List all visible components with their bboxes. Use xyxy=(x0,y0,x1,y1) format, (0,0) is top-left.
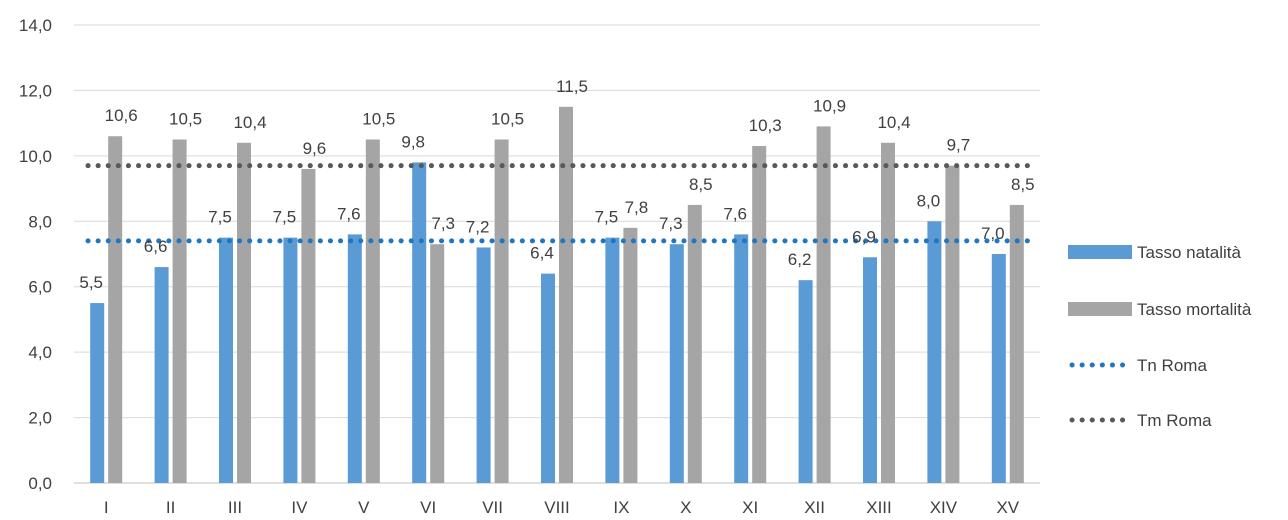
x-tick-label: XIII xyxy=(866,498,892,517)
bar-mortalita xyxy=(945,165,960,483)
data-label: 6,6 xyxy=(144,237,168,256)
data-labels: 5,5 10,6 6,6 10,5 7,5 10,4 7,5 9,6 7,6 10,5 9,8 7,3… xyxy=(79,77,1034,292)
x-tick-label: XIV xyxy=(930,498,958,517)
gridlines xyxy=(74,24,1040,484)
bar-natalita xyxy=(476,247,491,483)
bars xyxy=(90,106,1024,484)
x-tick-label: V xyxy=(358,498,370,517)
y-tick-label: 0,0 xyxy=(28,474,52,493)
bar-mortalita xyxy=(1009,204,1024,483)
data-label: 7,3 xyxy=(431,214,455,233)
legend-swatch xyxy=(1068,245,1132,259)
bar-mortalita xyxy=(237,142,251,483)
x-tick-label: VII xyxy=(482,498,503,517)
bar-natalita xyxy=(991,254,1006,483)
data-label: 8,0 xyxy=(917,191,941,210)
data-label: 10,6 xyxy=(105,106,138,125)
data-label: 7,6 xyxy=(337,204,361,223)
data-label: 7,3 xyxy=(659,214,683,233)
data-label: 8,5 xyxy=(689,175,713,194)
data-label: 8,5 xyxy=(1011,175,1035,194)
bar-mortalita xyxy=(687,204,702,483)
data-label: 10,5 xyxy=(169,110,202,129)
x-tick-label: XII xyxy=(804,498,825,517)
bar-natalita xyxy=(669,244,684,483)
data-label: 6,4 xyxy=(530,244,554,263)
bar-natalita xyxy=(798,280,813,483)
bar-mortalita xyxy=(881,142,895,483)
bar-natalita xyxy=(605,237,620,483)
data-label: 9,6 xyxy=(303,139,327,158)
bar-natalita xyxy=(219,237,233,483)
x-tick-label: XV xyxy=(996,498,1019,517)
data-label: 7,8 xyxy=(625,198,649,217)
data-label: 9,8 xyxy=(401,132,425,151)
data-label: 10,4 xyxy=(233,113,266,132)
data-label: 10,4 xyxy=(877,113,910,132)
bar-mortalita xyxy=(752,146,767,484)
bar-natalita xyxy=(154,267,169,483)
data-label: 6,9 xyxy=(852,227,876,246)
y-tick-label: 6,0 xyxy=(28,278,52,297)
data-label: 10,5 xyxy=(491,110,524,129)
bar-mortalita xyxy=(301,168,316,483)
y-tick-label: 2,0 xyxy=(28,409,52,428)
bar-natalita xyxy=(927,221,942,484)
bar-mortalita xyxy=(108,136,123,483)
bar-natalita xyxy=(863,257,877,483)
reference-lines xyxy=(85,163,1037,244)
data-label: 11,5 xyxy=(556,77,588,96)
bar-natalita xyxy=(283,237,298,483)
bar-mortalita xyxy=(430,244,445,483)
data-label: 10,3 xyxy=(749,116,782,135)
bar-natalita xyxy=(90,303,105,483)
legend-label: Tm Roma xyxy=(1137,411,1212,430)
bar-natalita xyxy=(541,273,555,483)
data-label: 10,5 xyxy=(362,110,395,129)
data-label: 7,0 xyxy=(981,224,1005,243)
y-tick-label: 12,0 xyxy=(19,81,52,100)
data-label: 7,5 xyxy=(208,208,232,227)
data-label: 5,5 xyxy=(79,273,103,292)
data-label: 7,5 xyxy=(595,208,619,227)
y-tick-label: 4,0 xyxy=(28,343,52,362)
data-label: 9,7 xyxy=(947,136,971,155)
bar-mortalita xyxy=(172,139,187,483)
x-tick-label: II xyxy=(166,498,175,517)
x-tick-label: III xyxy=(228,498,242,517)
data-label: 7,5 xyxy=(273,208,297,227)
y-tick-label: 14,0 xyxy=(19,16,52,35)
bar-mortalita xyxy=(816,126,831,484)
bar-natalita xyxy=(347,234,362,483)
bar-mortalita xyxy=(365,139,380,483)
legend-label: Tasso natalità xyxy=(1137,243,1241,262)
x-axis: I II III IV V VI VII VIII IX X XI XII XIII XIV XV xyxy=(104,498,1020,517)
bar-mortalita xyxy=(559,106,573,484)
x-tick-label: IV xyxy=(291,498,308,517)
x-tick-label: X xyxy=(680,498,691,517)
bar-mortalita xyxy=(623,227,638,483)
data-label: 10,9 xyxy=(813,96,846,115)
x-tick-label: I xyxy=(104,498,109,517)
y-tick-label: 10,0 xyxy=(19,147,52,166)
bar-mortalita xyxy=(494,139,509,483)
data-label: 7,6 xyxy=(723,204,747,223)
x-tick-label: VI xyxy=(420,498,436,517)
legend-label: Tn Roma xyxy=(1137,356,1207,375)
data-label: 7,2 xyxy=(466,217,490,236)
x-tick-label: XI xyxy=(742,498,758,517)
x-tick-label: VIII xyxy=(544,498,570,517)
y-tick-label: 8,0 xyxy=(28,212,52,231)
legend-swatch xyxy=(1068,302,1132,316)
bar-natalita xyxy=(412,162,427,483)
legend: Tasso natalità Tasso mortalità Tn Roma Tm R… xyxy=(1068,243,1252,430)
x-tick-label: IX xyxy=(613,498,629,517)
bar-natalita xyxy=(734,234,749,483)
y-axis: 0,0 2,0 4,0 6,0 8,0 10,0 12,0 14,0 xyxy=(19,16,52,493)
data-label: 6,2 xyxy=(788,250,812,269)
legend-label: Tasso mortalità xyxy=(1137,300,1252,319)
